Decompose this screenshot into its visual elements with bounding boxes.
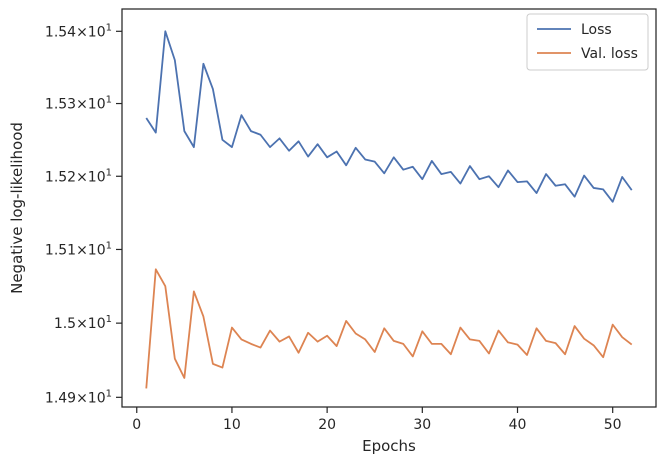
y-tick-label: 1.51×101 [45, 240, 112, 258]
y-tick-label: 1.52×101 [45, 167, 112, 185]
y-axis-ticks: 1.49×101 1.5×101 1.51×101 1.52×101 1.53×101 1… [45, 22, 122, 406]
x-tick-label: 30 [413, 417, 431, 433]
x-axis-ticks: 0 10 20 30 40 50 [132, 407, 622, 433]
x-tick-label: 20 [318, 417, 336, 433]
series-lines [145, 30, 633, 389]
y-axis-label: Negative log-likelihood [8, 122, 26, 294]
x-tick-label: 10 [223, 417, 241, 433]
y-tick-label: 1.5×101 [54, 314, 112, 332]
y-tick-label: 1.53×101 [45, 95, 112, 113]
legend: Loss Val. loss [526, 13, 649, 71]
plot-frame [121, 8, 657, 408]
legend-box [526, 13, 649, 71]
legend-label-val-loss: Val. loss [581, 46, 638, 62]
x-axis-label: Epochs [362, 437, 416, 455]
plot-area-border [121, 8, 657, 408]
series-line-loss [145, 30, 633, 203]
x-tick-label: 0 [132, 417, 141, 433]
x-tick-label: 50 [604, 417, 622, 433]
y-tick-label: 1.49×101 [45, 388, 112, 406]
x-tick-label: 40 [509, 417, 527, 433]
y-tick-label: 1.54×101 [45, 22, 112, 40]
legend-label-loss: Loss [581, 22, 612, 38]
series-line-val-loss [145, 268, 633, 389]
